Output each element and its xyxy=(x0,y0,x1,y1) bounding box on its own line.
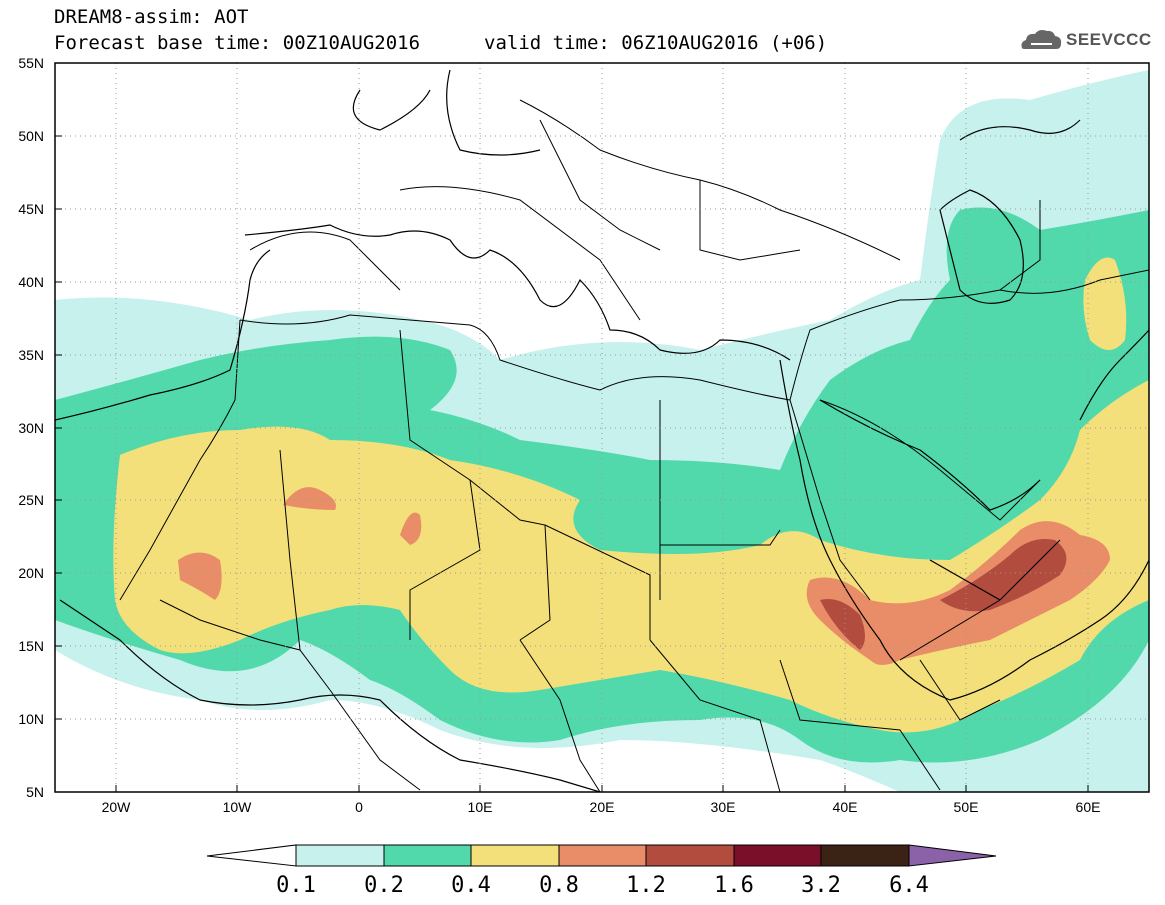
colorbar-label-0.2: 0.2 xyxy=(364,873,404,898)
lon-label-30e: 30E xyxy=(711,799,736,815)
colorbar: 0.1 0.2 0.4 0.8 1.2 1.6 3.2 6.4 xyxy=(206,844,997,898)
aot-band-12-arabia xyxy=(940,539,1067,612)
aot-patch-west-orange xyxy=(178,552,222,600)
colorbar-swatch-7 xyxy=(820,844,910,867)
colorbar-swatch-5 xyxy=(645,844,735,867)
colorbar-label-6.4: 6.4 xyxy=(889,873,929,898)
lat-label-25n: 25N xyxy=(18,492,44,508)
colorbar-label-3.2: 3.2 xyxy=(801,873,841,898)
lon-label-20w: 20W xyxy=(102,799,132,815)
aot-patch-caspian-yellow xyxy=(1083,257,1127,350)
lat-label-30n: 30N xyxy=(18,420,44,436)
lon-label-20e: 20E xyxy=(590,799,615,815)
colorbar-swatch-6 xyxy=(733,844,822,867)
logo-text: SEEVCCC xyxy=(1066,30,1152,49)
coastlines xyxy=(55,69,1149,792)
lon-label-10e: 10E xyxy=(468,799,493,815)
colorbar-label-0.4: 0.4 xyxy=(451,873,491,898)
colorbar-swatch-3 xyxy=(470,844,560,867)
lon-label-60e: 60E xyxy=(1076,799,1101,815)
lat-label-15n: 15N xyxy=(18,638,44,654)
lon-labels: 20W 10W 0 10E 20E 30E 40E 50E 60E xyxy=(102,799,1101,815)
lat-label-45n: 45N xyxy=(18,201,44,217)
colorbar-low-end xyxy=(206,844,297,867)
title-line-1: DREAM8-assim: AOT xyxy=(54,6,249,28)
aot-patch-sahara-orange xyxy=(283,487,336,510)
country-borders xyxy=(119,99,1149,792)
colorbar-label-0.8: 0.8 xyxy=(539,873,579,898)
colorbar-label-1.6: 1.6 xyxy=(714,873,754,898)
lat-label-40n: 40N xyxy=(18,274,44,290)
aot-patch-niger-orange xyxy=(400,512,422,545)
lat-label-10n: 10N xyxy=(18,711,44,727)
lat-label-35n: 35N xyxy=(18,347,44,363)
colorbar-high-end xyxy=(908,844,997,867)
colorbar-swatch-2 xyxy=(383,844,472,867)
cloud-icon xyxy=(1021,30,1062,49)
map-ticks xyxy=(55,62,1089,793)
lat-label-55n: 55N xyxy=(18,55,44,71)
lat-label-20n: 20N xyxy=(18,565,44,581)
lon-label-10w: 10W xyxy=(223,799,253,815)
colorbar-swatch-1 xyxy=(295,844,385,867)
colorbar-label-1.2: 1.2 xyxy=(626,873,666,898)
lat-label-50n: 50N xyxy=(18,128,44,144)
lat-labels: 55N 50N 45N 40N 35N 30N 25N 20N 15N 10N … xyxy=(18,55,44,800)
aot-band-12 xyxy=(820,599,865,650)
colorbar-swatch-4 xyxy=(558,844,647,867)
lon-label-0: 0 xyxy=(355,799,363,815)
colorbar-label-0.1: 0.1 xyxy=(276,873,316,898)
lon-label-40e: 40E xyxy=(833,799,858,815)
aot-fields xyxy=(55,70,1149,792)
title-line-2: Forecast base time: 00Z10AUG2016 xyxy=(54,32,421,54)
lat-label-5n: 5N xyxy=(26,784,44,800)
valid-time-label: valid time: 06Z10AUG2016 (+06) xyxy=(484,32,828,54)
lon-label-50e: 50E xyxy=(954,799,979,815)
